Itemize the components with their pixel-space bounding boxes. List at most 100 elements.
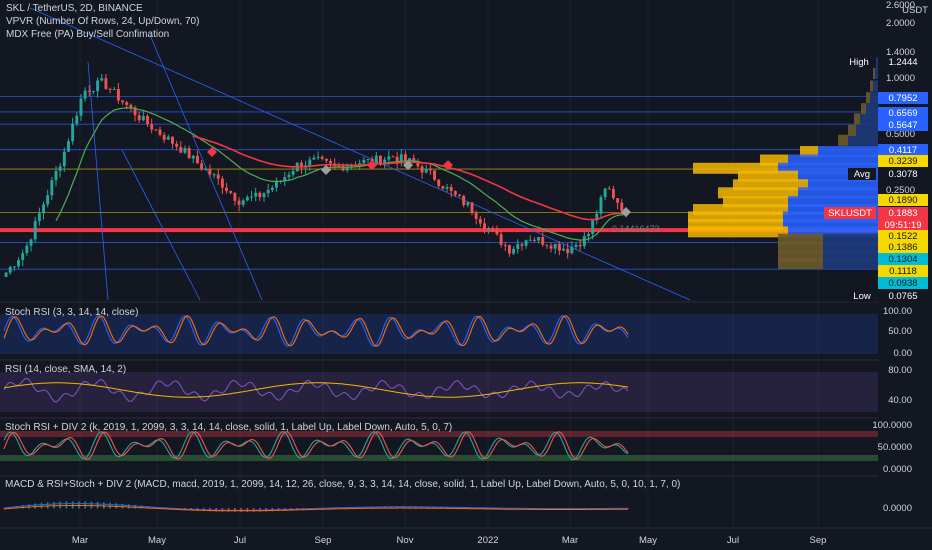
candle-body: [21, 253, 25, 261]
time-label: Jul: [727, 535, 739, 546]
macd-histogram-bar: [15, 505, 18, 509]
mdx-indicator-label[interactable]: MDX Free (PA) Buy/Sell Confimation: [6, 29, 170, 40]
candle-body: [204, 169, 208, 171]
symbol-title[interactable]: SKL / TetherUS, 2D, BINANCE: [6, 3, 143, 14]
candle-body: [241, 200, 245, 205]
macd-histogram-bar: [396, 506, 398, 509]
candle-body: [62, 151, 66, 167]
candle-body: [283, 177, 287, 182]
price-tick: 0.5000: [886, 129, 915, 140]
candle-body: [195, 155, 199, 164]
candle-body: [566, 248, 570, 254]
candle-body: [329, 160, 333, 164]
candle-body: [216, 174, 220, 179]
macd-histogram-bar: [115, 503, 118, 509]
time-label: Jul: [234, 535, 246, 546]
price-tag-value: 0.3239: [888, 156, 917, 167]
vpvr-down-bar: [760, 154, 788, 166]
pane-tick: 100.00: [883, 306, 912, 317]
candle-body: [453, 191, 457, 195]
candle-body: [362, 159, 366, 164]
price-tag-bg: [878, 207, 928, 219]
candle-body: [487, 228, 491, 230]
macd-title[interactable]: MACD & RSI+Stoch + DIV 2 (MACD, macd, 20…: [5, 479, 681, 490]
candle-body: [557, 243, 561, 251]
candle-body: [71, 123, 75, 142]
macd-histogram-bar: [146, 506, 149, 509]
candle-body: [87, 90, 91, 92]
candle-body: [512, 248, 516, 254]
candle-body: [445, 187, 449, 189]
price-tag-value: 0.0938: [888, 278, 917, 289]
price-tag-bg: [878, 92, 928, 104]
time-label: Mar: [72, 535, 88, 546]
price-tag-value: 09:51:19: [885, 220, 922, 231]
time-label: 2022: [477, 535, 498, 546]
candle-body: [578, 244, 582, 247]
price-tag-value: 0.1386: [888, 242, 917, 253]
candle-body: [553, 243, 557, 249]
vpvr-up-bar: [783, 219, 878, 231]
vpvr-up-bar: [870, 92, 878, 104]
candle-body: [46, 195, 50, 205]
candle-body: [133, 107, 137, 116]
vpvr-up-bar: [778, 162, 878, 174]
candle-body: [108, 88, 112, 90]
macd-histogram-bar: [96, 501, 99, 509]
candle-body: [524, 240, 528, 246]
time-label: Mar: [562, 535, 578, 546]
rsi-title[interactable]: RSI (14, close, SMA, 14, 2): [5, 364, 127, 375]
vpvr-down-bar: [738, 170, 798, 182]
stoch-div-title[interactable]: Stoch RSI + DIV 2 (k, 2019, 1, 2099, 3, …: [5, 422, 453, 433]
vpvr-up-bar: [788, 196, 878, 208]
signal-marker: [621, 207, 631, 218]
candle-body: [96, 80, 100, 92]
candle-body: [320, 156, 324, 159]
stoch-rsi-title[interactable]: Stoch RSI (3, 3, 14, 14, close): [5, 307, 139, 318]
candle-body: [42, 204, 45, 214]
pane-tick: 0.0000: [883, 464, 912, 475]
pane-tick: 0.00: [894, 348, 913, 359]
signal-marker: [367, 160, 377, 171]
macd-histogram-bar: [121, 503, 124, 509]
vpvr-down-bar: [693, 162, 778, 174]
macd-histogram-bar: [140, 505, 143, 509]
macd-histogram-bar: [128, 504, 130, 509]
macd-histogram-bar: [28, 504, 30, 509]
candle-body: [383, 159, 387, 165]
candle-body: [541, 237, 545, 245]
vpvr-down-bar: [778, 250, 823, 262]
candle-body: [245, 196, 249, 201]
macd-histogram-bar: [383, 506, 386, 509]
macd-histogram-bar: [371, 506, 373, 509]
candle-body: [146, 115, 149, 125]
candle-body: [4, 272, 8, 277]
candle-body: [150, 124, 154, 130]
candle-body: [75, 115, 79, 124]
candle-body: [428, 168, 432, 171]
vpvr-down-bar: [688, 219, 783, 231]
candle-body: [449, 187, 453, 192]
price-tag-value: 0.1118: [889, 266, 917, 277]
vpvr-up-bar: [875, 68, 878, 80]
candle-body: [491, 228, 495, 231]
price-tag-bg: [878, 107, 928, 119]
candle-body: [200, 163, 204, 170]
vpvr-up-bar: [823, 250, 878, 262]
price-tag-bg: [878, 277, 928, 289]
tag-label: High: [849, 57, 869, 68]
candle-body: [208, 169, 212, 175]
vpvr-indicator-label[interactable]: VPVR (Number Of Rows, 24, Up/Down, 70): [6, 16, 200, 27]
price-tag-bg: [878, 155, 928, 167]
pane-tick: 50.00: [888, 326, 912, 337]
candle-body: [324, 158, 328, 161]
price-tag-value: 0.1890: [888, 195, 917, 206]
vpvr-down-bar: [866, 92, 870, 104]
candle-body: [67, 141, 70, 152]
candle-body: [462, 195, 466, 206]
macd-histogram-bar: [402, 506, 405, 509]
candle-body: [474, 212, 478, 219]
candle-body: [250, 196, 253, 198]
candle-body: [37, 213, 41, 222]
